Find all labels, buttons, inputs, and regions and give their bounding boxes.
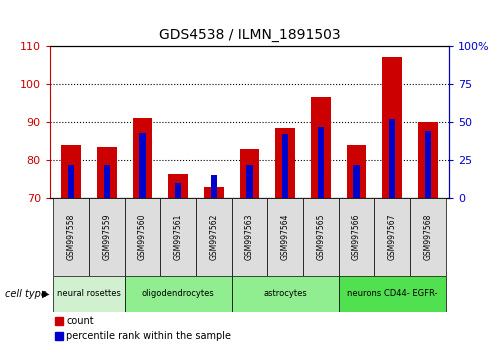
- Text: oligodendrocytes: oligodendrocytes: [142, 289, 215, 298]
- Bar: [97, 147, 117, 198]
- Bar: [317, 127, 324, 198]
- Bar: [282, 134, 288, 198]
- Bar: [160, 198, 196, 276]
- Text: GSM997560: GSM997560: [138, 214, 147, 261]
- Text: GSM997558: GSM997558: [67, 214, 76, 261]
- Bar: [232, 276, 339, 312]
- Bar: [267, 198, 303, 276]
- Text: GSM997565: GSM997565: [316, 214, 325, 261]
- Legend: count, percentile rank within the sample: count, percentile rank within the sample: [55, 316, 232, 341]
- Text: neurons CD44- EGFR-: neurons CD44- EGFR-: [347, 289, 437, 298]
- Text: GSM997564: GSM997564: [280, 214, 289, 261]
- Bar: [53, 276, 125, 312]
- Text: neural rosettes: neural rosettes: [57, 289, 121, 298]
- Bar: [133, 118, 152, 198]
- Text: GSM997566: GSM997566: [352, 214, 361, 261]
- Bar: [211, 176, 217, 198]
- Bar: [61, 145, 81, 198]
- Bar: [53, 198, 89, 276]
- Bar: [353, 165, 360, 198]
- Bar: [175, 183, 182, 198]
- Bar: [232, 198, 267, 276]
- Bar: [125, 276, 232, 312]
- Text: ▶: ▶: [42, 289, 50, 299]
- Bar: [89, 198, 125, 276]
- Bar: [303, 198, 339, 276]
- Text: GSM997562: GSM997562: [210, 214, 219, 261]
- Bar: [275, 128, 295, 198]
- Bar: [125, 198, 160, 276]
- Bar: [169, 173, 188, 198]
- Bar: [104, 165, 110, 198]
- Text: GSM997568: GSM997568: [423, 214, 432, 261]
- Bar: [68, 165, 74, 198]
- Text: GSM997561: GSM997561: [174, 214, 183, 261]
- Bar: [139, 133, 146, 198]
- Bar: [382, 57, 402, 198]
- Title: GDS4538 / ILMN_1891503: GDS4538 / ILMN_1891503: [159, 28, 340, 42]
- Text: GSM997567: GSM997567: [388, 214, 397, 261]
- Text: GSM997559: GSM997559: [102, 214, 111, 261]
- Bar: [410, 198, 446, 276]
- Bar: [347, 145, 366, 198]
- Text: astrocytes: astrocytes: [263, 289, 307, 298]
- Bar: [339, 198, 374, 276]
- Text: cell type: cell type: [5, 289, 47, 299]
- Bar: [240, 149, 259, 198]
- Bar: [425, 131, 431, 198]
- Bar: [389, 119, 395, 198]
- Bar: [247, 165, 252, 198]
- Bar: [339, 276, 446, 312]
- Bar: [418, 122, 438, 198]
- Bar: [196, 198, 232, 276]
- Text: GSM997563: GSM997563: [245, 214, 254, 261]
- Bar: [374, 198, 410, 276]
- Bar: [311, 97, 330, 198]
- Bar: [204, 187, 224, 198]
